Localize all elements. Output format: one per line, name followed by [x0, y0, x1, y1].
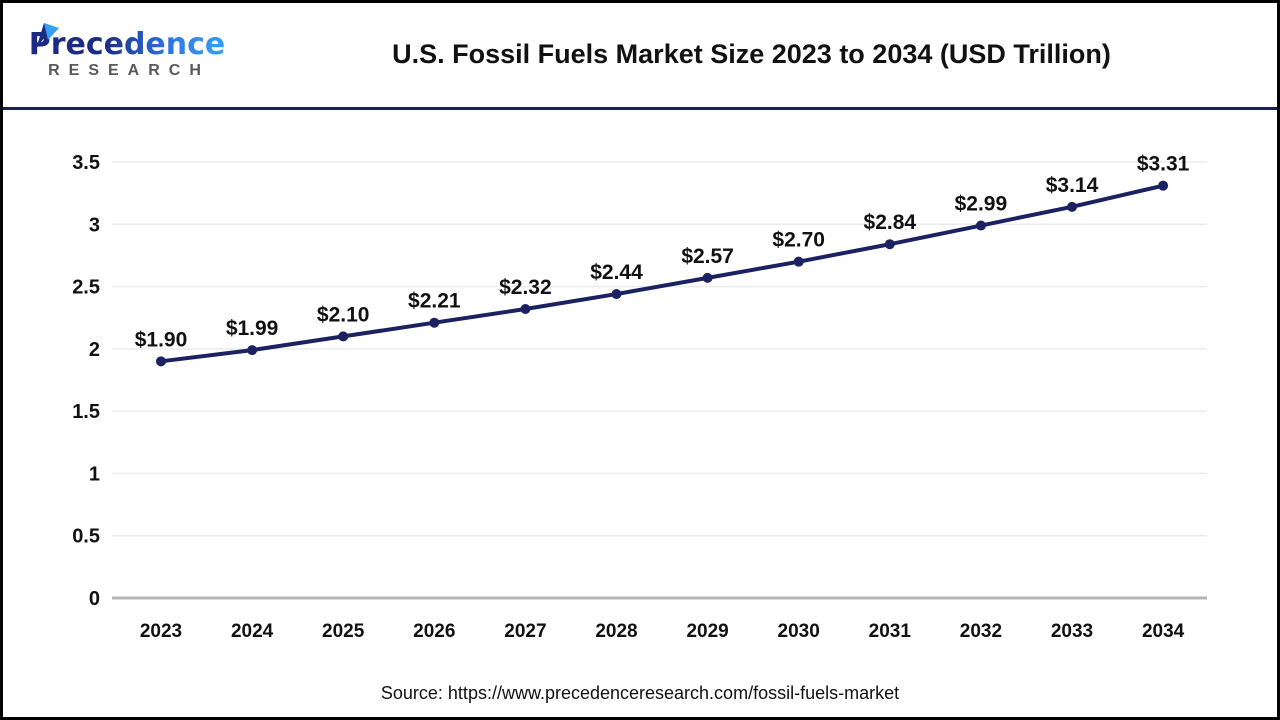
- data-point-label: $1.90: [135, 328, 188, 351]
- data-point: [975, 220, 986, 231]
- precedence-research-logo: Precedence RESEARCH: [28, 23, 226, 81]
- header: Precedence RESEARCH U.S. Fossil Fuels Ma…: [3, 3, 1277, 107]
- y-tick-label: 0.5: [72, 526, 100, 548]
- x-tick-label: 2033: [1051, 621, 1093, 642]
- data-point-label: $2.84: [864, 211, 917, 234]
- x-tick-label: 2028: [595, 621, 637, 642]
- header-divider: [3, 107, 1277, 110]
- y-tick-label: 3.5: [72, 152, 100, 174]
- data-point: [1158, 180, 1169, 191]
- data-point-label: $2.32: [499, 276, 552, 299]
- data-point: [1067, 201, 1077, 212]
- x-tick-label: 2026: [413, 621, 455, 642]
- y-tick-label: 2.5: [72, 277, 100, 299]
- paper-plane-icon: [36, 23, 59, 49]
- data-point-label: $2.70: [772, 229, 825, 252]
- data-point-label: $2.57: [681, 245, 734, 268]
- chart-title: U.S. Fossil Fuels Market Size 2023 to 20…: [392, 38, 1111, 69]
- data-point: [338, 331, 349, 342]
- data-point-label: $3.14: [1046, 174, 1099, 197]
- trend-line: [159, 183, 1166, 364]
- x-tick-label: 2030: [778, 621, 820, 642]
- x-tick-label: 2025: [322, 621, 365, 642]
- data-point: [429, 317, 440, 328]
- x-tick-label: 2029: [686, 621, 728, 642]
- y-tick-label: 2: [89, 339, 100, 361]
- data-point-label: $2.10: [317, 303, 370, 326]
- logo-wordmark: Precedence: [28, 27, 226, 62]
- data-point: [702, 272, 713, 283]
- data-point: [884, 239, 895, 250]
- data-point: [156, 356, 166, 367]
- x-tick-label: 2034: [1142, 621, 1185, 642]
- x-tick-label: 2031: [869, 621, 912, 642]
- data-point: [520, 303, 531, 314]
- x-tick-label: 2027: [504, 621, 546, 642]
- data-point-label: $2.21: [408, 290, 461, 313]
- data-point-label: $3.31: [1137, 153, 1190, 176]
- data-point: [247, 345, 258, 356]
- x-tick-label: 2032: [960, 621, 1002, 642]
- data-point: [793, 256, 804, 267]
- y-tick-label: 1: [89, 463, 100, 485]
- data-point: [611, 289, 622, 300]
- chart-canvas: 0 0.5 1 1.5 2 2.5 3 3.5 2023 2024 2025 2026 2027 2028…: [72, 152, 1207, 642]
- data-point-label: $1.99: [226, 317, 279, 340]
- source-text: Source: https://www.precedenceresearch.c…: [380, 683, 900, 703]
- data-point-label: $2.99: [955, 193, 1008, 216]
- y-tick-label: 3: [89, 214, 100, 236]
- y-tick-label: 0: [89, 588, 100, 610]
- y-tick-label: 1.5: [72, 401, 100, 423]
- x-tick-label: 2024: [231, 621, 274, 642]
- data-point-label: $2.44: [590, 261, 643, 284]
- logo-subtitle: RESEARCH: [48, 62, 210, 79]
- x-tick-label: 2023: [140, 621, 182, 642]
